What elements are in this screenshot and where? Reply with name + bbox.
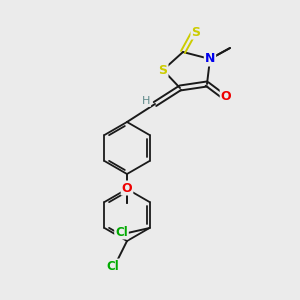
Text: O: O	[122, 182, 132, 194]
Text: Cl: Cl	[106, 260, 119, 272]
Text: S: S	[158, 64, 167, 76]
Text: N: N	[205, 52, 215, 65]
Text: H: H	[142, 96, 150, 106]
Text: S: S	[191, 26, 200, 38]
Text: Cl: Cl	[115, 226, 128, 238]
Text: O: O	[221, 89, 231, 103]
